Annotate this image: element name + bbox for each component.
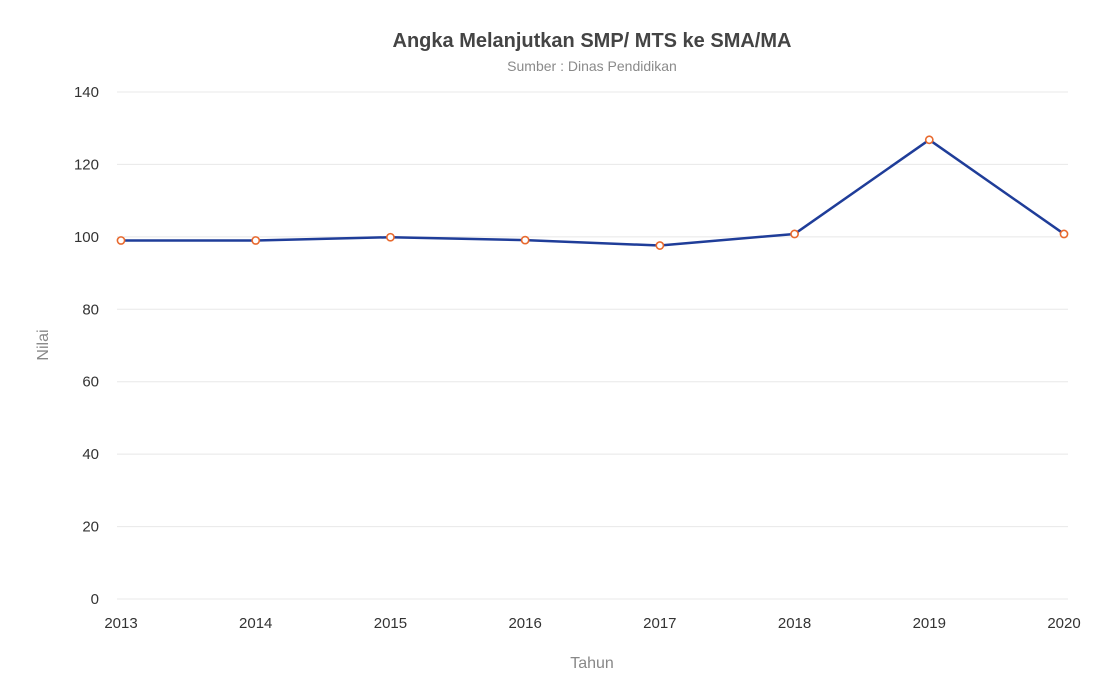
x-tick-label: 2015	[374, 615, 407, 632]
y-axis-ticks: 0 20 40 60 80 100 120 140	[74, 84, 99, 608]
data-point[interactable]	[116, 236, 126, 245]
series-layer	[121, 138, 1065, 247]
y-tick-label: 20	[82, 519, 99, 536]
y-tick-label: 0	[91, 591, 99, 608]
data-point[interactable]	[924, 135, 934, 145]
data-point[interactable]	[520, 235, 530, 245]
y-tick-label: 80	[82, 301, 99, 318]
y-tick-label: 120	[74, 156, 99, 173]
marker-layer	[116, 135, 1069, 250]
y-axis-title: Nilai	[35, 329, 52, 360]
y-tick-label: 40	[82, 446, 99, 463]
x-tick-label: 2018	[778, 615, 811, 632]
data-point[interactable]	[251, 236, 261, 245]
data-point[interactable]	[790, 229, 799, 239]
x-tick-label: 2019	[913, 615, 946, 632]
chart-title: Angka Melanjutkan SMP/ MTS ke SMA/MA	[393, 30, 792, 52]
y-tick-label: 60	[82, 374, 99, 391]
chart-subtitle: Sumber : Dinas Pendidikan	[507, 58, 677, 74]
data-point[interactable]	[655, 241, 665, 250]
gridlines	[117, 91, 1068, 600]
x-tick-label: 2013	[104, 615, 137, 632]
y-tick-label: 140	[74, 84, 99, 101]
x-axis-title: Tahun	[570, 655, 614, 672]
x-tick-label: 2020	[1047, 615, 1080, 632]
data-point[interactable]	[1059, 229, 1069, 239]
series-line	[121, 138, 1065, 247]
y-tick-label: 100	[74, 229, 99, 246]
data-point[interactable]	[386, 232, 395, 242]
x-tick-label: 2014	[239, 615, 272, 632]
x-axis-ticks: 2013 2014 2015 2016 2017 2018 2019 2020	[104, 615, 1080, 632]
x-tick-label: 2016	[508, 615, 541, 632]
x-tick-label: 2017	[643, 615, 676, 632]
